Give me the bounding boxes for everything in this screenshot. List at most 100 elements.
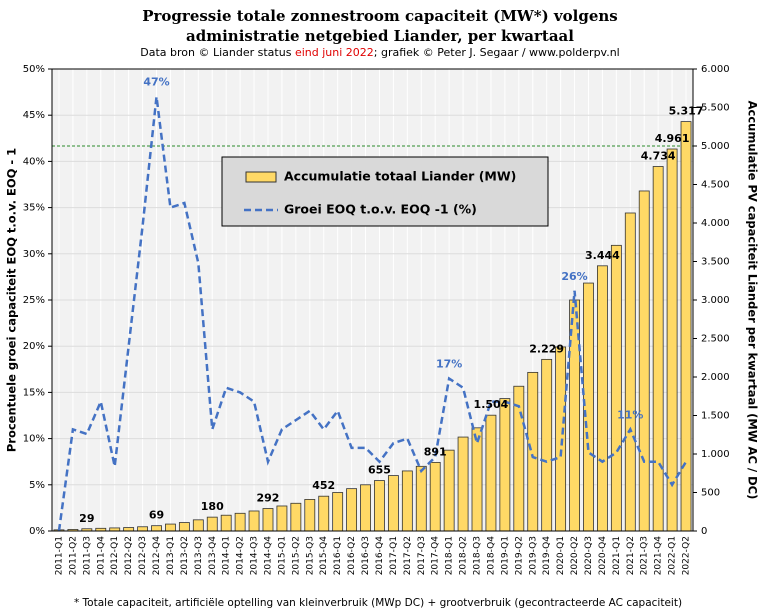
- x-tick-label: 2017-Q1: [389, 536, 399, 575]
- x-tick-label: 2019-Q4: [542, 536, 552, 576]
- x-tick-label: 2012-Q3: [138, 536, 148, 575]
- bar-value-label: 2.229: [529, 342, 564, 355]
- x-tick-label: 2013-Q2: [180, 536, 190, 575]
- x-tick-label: 2017-Q2: [403, 536, 413, 575]
- x-tick-label: 2017-Q4: [431, 536, 441, 576]
- bar: [457, 436, 469, 532]
- x-tick-label: 2015-Q1: [277, 536, 287, 575]
- chart-title: Progressie totale zonnestroom capaciteit…: [142, 7, 618, 25]
- footnote: * Totale capaciteit, artificiële optelli…: [74, 597, 682, 609]
- bar: [165, 523, 176, 532]
- bar: [583, 282, 594, 532]
- y2-tick-label: 2.000: [701, 372, 730, 383]
- x-tick-label: 2013-Q3: [194, 536, 204, 575]
- subtitle: Data bron © Liander status eind juni 202…: [140, 46, 620, 59]
- x-tick-label: 2015-Q2: [291, 536, 301, 575]
- bar: [387, 475, 399, 532]
- x-tick-label: 2015-Q4: [319, 536, 329, 576]
- y2-tick-label: 0: [701, 526, 707, 537]
- y2-tick-label: 3.500: [701, 257, 730, 268]
- x-tick-label: 2021-Q4: [654, 536, 664, 576]
- x-tick-label: 2011-Q4: [96, 536, 106, 576]
- y-tick-label: 30%: [23, 249, 45, 260]
- bar-value-label: 292: [257, 492, 280, 505]
- x-tick-label: 2020-Q1: [556, 536, 566, 575]
- bar-value-label: 180: [201, 500, 224, 513]
- bar-value-label: 5.317: [669, 105, 704, 118]
- x-tick-label: 2021-Q2: [626, 536, 636, 575]
- x-tick-label: 2018-Q1: [445, 536, 455, 575]
- bar: [262, 508, 274, 532]
- x-tick-label: 2019-Q1: [500, 536, 510, 575]
- bar: [638, 190, 650, 532]
- y-tick-label: 25%: [23, 295, 45, 306]
- y2-tick-label: 500: [701, 488, 720, 499]
- bar: [360, 484, 371, 532]
- line: [57, 96, 688, 532]
- y2-axis-title: Accumulatie PV capaciteit Liander per kw…: [746, 101, 760, 500]
- y-tick-label: 20%: [23, 341, 45, 352]
- x-tick-label: 2012-Q1: [110, 536, 120, 575]
- line-value-label: 11%: [617, 408, 643, 421]
- bar: [304, 499, 316, 532]
- x-tick-label: 2014-Q2: [236, 536, 246, 575]
- x-tick-label: 2011-Q3: [82, 536, 92, 575]
- bar-value-label: 4.734: [641, 149, 676, 162]
- bar: [178, 522, 190, 532]
- legend-swatch: [245, 171, 277, 183]
- bar: [429, 461, 441, 532]
- bar: [137, 526, 148, 532]
- x-tick-label: 2011-Q2: [68, 536, 78, 575]
- y2-tick-label: 3.000: [701, 295, 730, 306]
- y2-tick-label: 1.000: [701, 449, 730, 460]
- y-tick-label: 10%: [23, 434, 45, 445]
- bar: [680, 121, 692, 532]
- bar: [541, 358, 553, 532]
- bar: [290, 502, 302, 532]
- y2-tick-label: 5.500: [701, 103, 730, 114]
- x-tick-label: 2016-Q3: [361, 536, 371, 575]
- line-value-label: 17%: [436, 358, 462, 371]
- bar: [234, 512, 246, 532]
- bar: [624, 212, 636, 532]
- bar: [346, 488, 358, 532]
- x-tick-label: 2018-Q4: [486, 536, 496, 576]
- x-tick-label: 2018-Q2: [459, 536, 469, 575]
- bar: [666, 148, 678, 532]
- bar-value-label: 891: [424, 445, 447, 458]
- bar-value-label: 452: [312, 479, 335, 492]
- y-tick-label: 35%: [23, 203, 45, 214]
- bar-value-label: 3.444: [585, 249, 620, 262]
- bar-value-label: 69: [149, 509, 164, 522]
- bar: [471, 427, 483, 532]
- y2-tick-label: 1.500: [701, 411, 730, 422]
- y2-tick-label: 2.500: [701, 334, 730, 345]
- bar: [610, 244, 622, 532]
- x-tick-label: 2020-Q4: [598, 536, 608, 576]
- bar: [151, 525, 162, 532]
- line-value-label: 26%: [561, 270, 587, 283]
- x-tick-label: 2022-Q2: [682, 536, 692, 575]
- bar: [276, 505, 288, 532]
- bar: [206, 516, 218, 532]
- x-tick-label: 2019-Q3: [528, 536, 538, 575]
- subtitle-part: Data bron © Liander status: [140, 46, 295, 59]
- subtitle-part: eind juni 2022: [295, 46, 374, 59]
- bar: [192, 519, 204, 532]
- x-tick-label: 2015-Q3: [305, 536, 315, 575]
- x-tick-label: 2016-Q1: [333, 536, 343, 575]
- bar: [499, 398, 511, 532]
- bar-value-label: 4.961: [655, 132, 690, 145]
- subtitle-part: ; grafiek © Peter J. Segaar / www.polder…: [374, 46, 620, 59]
- bar: [123, 527, 135, 532]
- x-tick-label: 2012-Q4: [152, 536, 162, 576]
- bar: [374, 480, 385, 532]
- x-tick-label: 2012-Q2: [124, 536, 134, 575]
- bar-value-label: 29: [79, 512, 94, 525]
- x-tick-label: 2014-Q4: [263, 536, 273, 576]
- legend-label: Accumulatie totaal Liander (MW): [284, 169, 516, 184]
- y-tick-label: 40%: [23, 156, 45, 167]
- x-tick-label: 2020-Q3: [584, 536, 594, 575]
- bar: [415, 465, 427, 532]
